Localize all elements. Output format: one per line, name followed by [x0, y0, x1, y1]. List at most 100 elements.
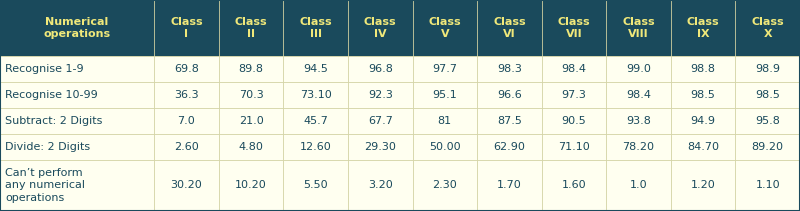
Text: 5.50: 5.50	[303, 180, 328, 191]
Bar	[0, 82, 154, 108]
Text: 95.1: 95.1	[433, 90, 457, 100]
Bar	[477, 108, 542, 134]
Text: 12.60: 12.60	[300, 142, 331, 152]
Text: Class
III: Class III	[299, 17, 332, 39]
Text: Subtract: 2 Digits: Subtract: 2 Digits	[5, 116, 102, 126]
Bar	[348, 82, 413, 108]
Bar	[283, 56, 348, 82]
Bar	[218, 160, 283, 211]
Bar	[735, 56, 800, 82]
Text: Class
I: Class I	[170, 17, 202, 39]
Bar	[606, 82, 671, 108]
Bar	[413, 134, 477, 160]
Text: Numerical
operations: Numerical operations	[43, 17, 110, 39]
Text: 1.60: 1.60	[562, 180, 586, 191]
Text: 94.9: 94.9	[690, 116, 716, 126]
Text: 7.0: 7.0	[178, 116, 195, 126]
Text: 71.10: 71.10	[558, 142, 590, 152]
Bar	[283, 108, 348, 134]
Bar	[671, 134, 735, 160]
Text: Class
II: Class II	[234, 17, 267, 39]
Text: 21.0: 21.0	[238, 116, 263, 126]
Text: 69.8: 69.8	[174, 64, 199, 74]
Bar	[606, 0, 671, 56]
Bar	[0, 0, 154, 56]
Bar	[0, 108, 154, 134]
Bar	[348, 134, 413, 160]
Bar	[154, 82, 218, 108]
Text: 73.10: 73.10	[300, 90, 331, 100]
Text: 98.4: 98.4	[626, 90, 651, 100]
Bar	[542, 56, 606, 82]
Text: 36.3: 36.3	[174, 90, 198, 100]
Text: 90.5: 90.5	[562, 116, 586, 126]
Text: 98.5: 98.5	[690, 90, 715, 100]
Bar	[477, 56, 542, 82]
Bar	[477, 82, 542, 108]
Text: 2.60: 2.60	[174, 142, 199, 152]
Text: 45.7: 45.7	[303, 116, 328, 126]
Bar	[0, 160, 154, 211]
Text: 97.7: 97.7	[432, 64, 458, 74]
Bar	[735, 82, 800, 108]
Text: Can’t perform
any numerical
operations: Can’t perform any numerical operations	[5, 168, 85, 203]
Bar	[413, 82, 477, 108]
Text: 89.8: 89.8	[238, 64, 263, 74]
Bar	[283, 134, 348, 160]
Bar	[477, 134, 542, 160]
Bar	[0, 134, 154, 160]
Text: 1.10: 1.10	[755, 180, 780, 191]
Text: 96.8: 96.8	[368, 64, 393, 74]
Bar	[735, 134, 800, 160]
Bar	[671, 82, 735, 108]
Bar	[477, 160, 542, 211]
Bar	[477, 0, 542, 56]
Text: 4.80: 4.80	[238, 142, 263, 152]
Bar	[413, 56, 477, 82]
Text: 98.8: 98.8	[690, 64, 716, 74]
Text: 3.20: 3.20	[368, 180, 393, 191]
Bar	[154, 160, 218, 211]
Bar	[413, 160, 477, 211]
Text: 96.6: 96.6	[497, 90, 522, 100]
Bar	[154, 134, 218, 160]
Text: 30.20: 30.20	[170, 180, 202, 191]
Bar	[671, 108, 735, 134]
Text: 67.7: 67.7	[368, 116, 393, 126]
Text: 98.3: 98.3	[497, 64, 522, 74]
Text: 81: 81	[438, 116, 452, 126]
Bar	[671, 160, 735, 211]
Bar	[348, 56, 413, 82]
Bar	[348, 0, 413, 56]
Text: 62.90: 62.90	[494, 142, 526, 152]
Bar	[0, 56, 154, 82]
Text: 97.3: 97.3	[562, 90, 586, 100]
Text: 95.8: 95.8	[755, 116, 780, 126]
Text: Divide: 2 Digits: Divide: 2 Digits	[5, 142, 90, 152]
Bar	[735, 160, 800, 211]
Text: Recognise 1-9: Recognise 1-9	[5, 64, 84, 74]
Bar	[542, 82, 606, 108]
Bar	[606, 56, 671, 82]
Bar	[218, 82, 283, 108]
Bar	[542, 108, 606, 134]
Text: 78.20: 78.20	[622, 142, 654, 152]
Text: 50.00: 50.00	[429, 142, 461, 152]
Bar	[218, 134, 283, 160]
Bar	[606, 108, 671, 134]
Text: Class
IX: Class IX	[687, 17, 719, 39]
Bar	[283, 82, 348, 108]
Bar	[283, 160, 348, 211]
Text: 29.30: 29.30	[364, 142, 396, 152]
Bar	[283, 0, 348, 56]
Text: 70.3: 70.3	[238, 90, 263, 100]
Bar	[413, 108, 477, 134]
Bar	[154, 0, 218, 56]
Bar	[218, 56, 283, 82]
Text: 84.70: 84.70	[687, 142, 719, 152]
Bar	[735, 0, 800, 56]
Bar	[606, 160, 671, 211]
Bar	[413, 0, 477, 56]
Bar	[218, 0, 283, 56]
Text: 87.5: 87.5	[497, 116, 522, 126]
